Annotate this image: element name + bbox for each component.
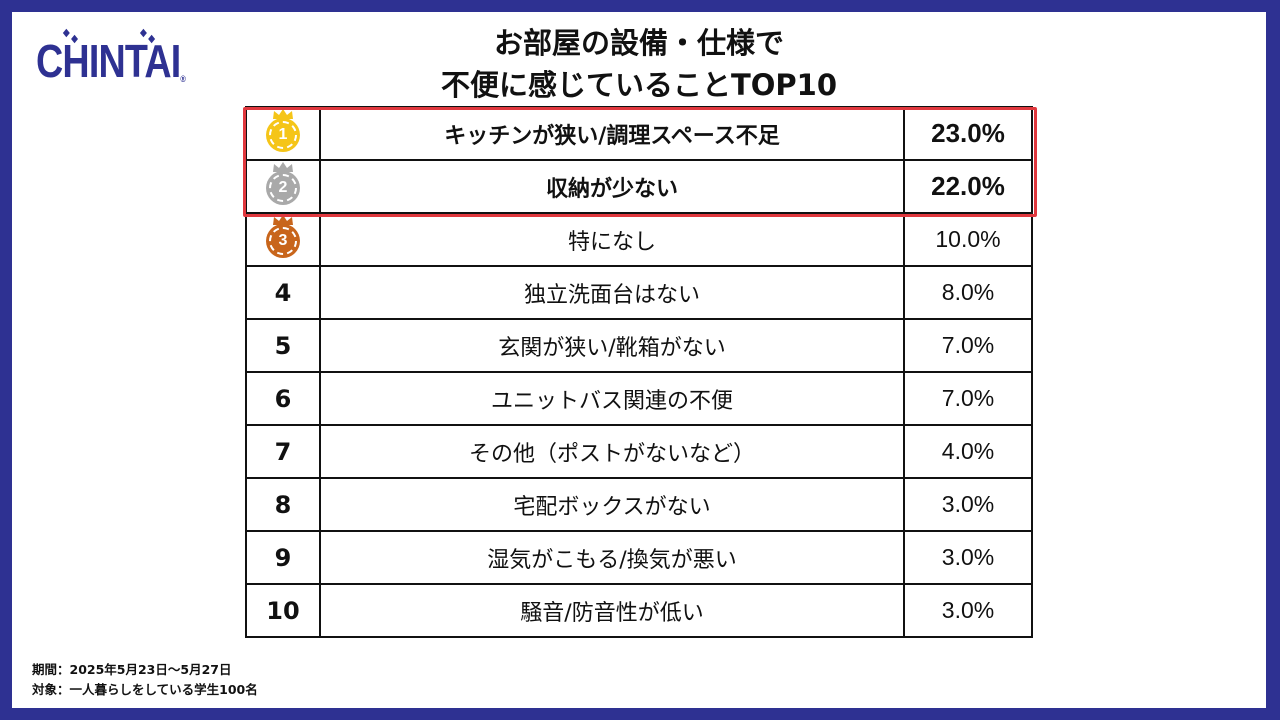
percent-cell: 7.0% [903,371,1033,426]
page-title: お部屋の設備・仕様で 不便に感じていることTOP10 [12,22,1266,106]
item-cell: キッチンが狭い/調理スペース不足 [319,106,905,161]
item-cell: 騒音/防音性が低い [319,583,905,638]
table-row: 6 ユニットバス関連の不便 7.0% [245,371,1033,426]
table-row: 1 キッチンが狭い/調理スペース不足 23.0% [245,106,1033,161]
rank-cell: 2 [245,159,321,214]
table-row: 7 その他（ポストがないなど） 4.0% [245,424,1033,479]
percent-cell: 3.0% [903,530,1033,585]
rank-cell: 9 [245,530,321,585]
table-row: 9 湿気がこもる/換気が悪い 3.0% [245,530,1033,585]
rank-cell: 5 [245,318,321,373]
bronze-medal-icon: 3 [265,214,301,259]
table-row: 8 宅配ボックスがない 3.0% [245,477,1033,532]
percent-cell: 8.0% [903,265,1033,320]
table-row: 5 玄関が狭い/靴箱がない 7.0% [245,318,1033,373]
registered-mark: ® [180,74,186,84]
title-line-1: お部屋の設備・仕様で [493,26,784,60]
percent-cell: 22.0% [903,159,1033,214]
title-line-2: 不便に感じていることTOP10 [440,68,838,102]
table-row: 4 独立洗面台はない 8.0% [245,265,1033,320]
percent-cell: 3.0% [903,583,1033,638]
item-cell: 収納が少ない [319,159,905,214]
item-cell: その他（ポストがないなど） [319,424,905,479]
slide-canvas: CHINTAI® お部屋の設備・仕様で 不便に感じていることTOP10 1 キッ… [12,12,1266,708]
item-cell: 宅配ボックスがない [319,477,905,532]
rank-cell: 6 [245,371,321,426]
item-cell: ユニットバス関連の不便 [319,371,905,426]
item-cell: 特になし [319,212,905,267]
chintai-logo: CHINTAI® [36,28,186,87]
survey-target: 対象：一人暮らしをしている学生100名 [32,682,258,697]
rank-cell: 1 [245,106,321,161]
logo-text: CHINTAI [36,35,181,87]
rank-cell: 10 [245,583,321,638]
percent-cell: 3.0% [903,477,1033,532]
survey-period: 期間：2025年5月23日〜5月27日 [32,662,232,677]
rank-cell: 4 [245,265,321,320]
survey-footnote: 期間：2025年5月23日〜5月27日 対象：一人暮らしをしている学生100名 [32,660,258,700]
table-row: 3 特になし 10.0% [245,212,1033,267]
rank-cell: 7 [245,424,321,479]
percent-cell: 23.0% [903,106,1033,161]
item-cell: 湿気がこもる/換気が悪い [319,530,905,585]
rank-cell: 3 [245,212,321,267]
item-cell: 独立洗面台はない [319,265,905,320]
percent-cell: 7.0% [903,318,1033,373]
table-row: 2 収納が少ない 22.0% [245,159,1033,214]
table-row: 10 騒音/防音性が低い 3.0% [245,583,1033,638]
item-cell: 玄関が狭い/靴箱がない [319,318,905,373]
percent-cell: 4.0% [903,424,1033,479]
percent-cell: 10.0% [903,212,1033,267]
rank-cell: 8 [245,477,321,532]
silver-medal-icon: 2 [265,161,301,206]
gold-medal-icon: 1 [265,108,301,153]
ranking-table: 1 キッチンが狭い/調理スペース不足 23.0% 2 収納が少ない 22.0% [245,106,1033,638]
